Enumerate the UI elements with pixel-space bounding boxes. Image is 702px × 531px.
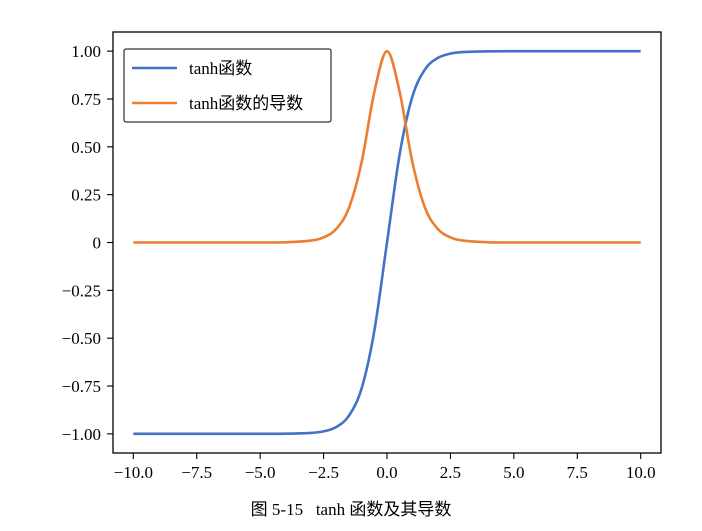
y-tick-label: −0.75 (62, 377, 101, 396)
x-tick-label: 5.0 (503, 463, 524, 482)
x-tick-label: −10.0 (114, 463, 153, 482)
series-line-tanh-derivative (133, 49, 641, 244)
series-line-tanh (133, 49, 641, 436)
y-tick-label: 0.25 (71, 186, 101, 205)
y-tick-label: −0.50 (62, 329, 101, 348)
legend-label-tanh-derivative: tanh函数的导数 (189, 94, 303, 113)
legend-label-tanh: tanh函数 (189, 59, 252, 78)
y-tick-label: −1.00 (62, 425, 101, 444)
y-tick-label: 0.50 (71, 138, 101, 157)
x-tick-label: 2.5 (440, 463, 461, 482)
x-axis-ticks: −10.0 −7.5 −5.0 −2.5 0.0 2.5 5.0 7.5 10.0 (114, 453, 656, 482)
series-layer (133, 49, 641, 436)
y-axis-ticks: 1.00 0.75 0.50 0.25 0 −0.25 −0.50 −0.75 −1.00 (62, 42, 113, 444)
y-tick-label: −0.25 (62, 281, 101, 300)
x-tick-label: −7.5 (181, 463, 212, 482)
figure-caption: 图 5-15 tanh 函数及其导数 (250, 500, 452, 519)
x-tick-label: −5.0 (245, 463, 276, 482)
x-tick-label: 7.5 (567, 463, 588, 482)
y-tick-label: 0 (93, 234, 102, 253)
x-tick-label: 0.0 (376, 463, 397, 482)
x-tick-label: 10.0 (626, 463, 656, 482)
legend: tanh函数 tanh函数的导数 (123, 48, 332, 123)
y-tick-label: 0.75 (71, 90, 101, 109)
x-tick-label: −2.5 (308, 463, 339, 482)
y-tick-label: 1.00 (71, 42, 101, 61)
